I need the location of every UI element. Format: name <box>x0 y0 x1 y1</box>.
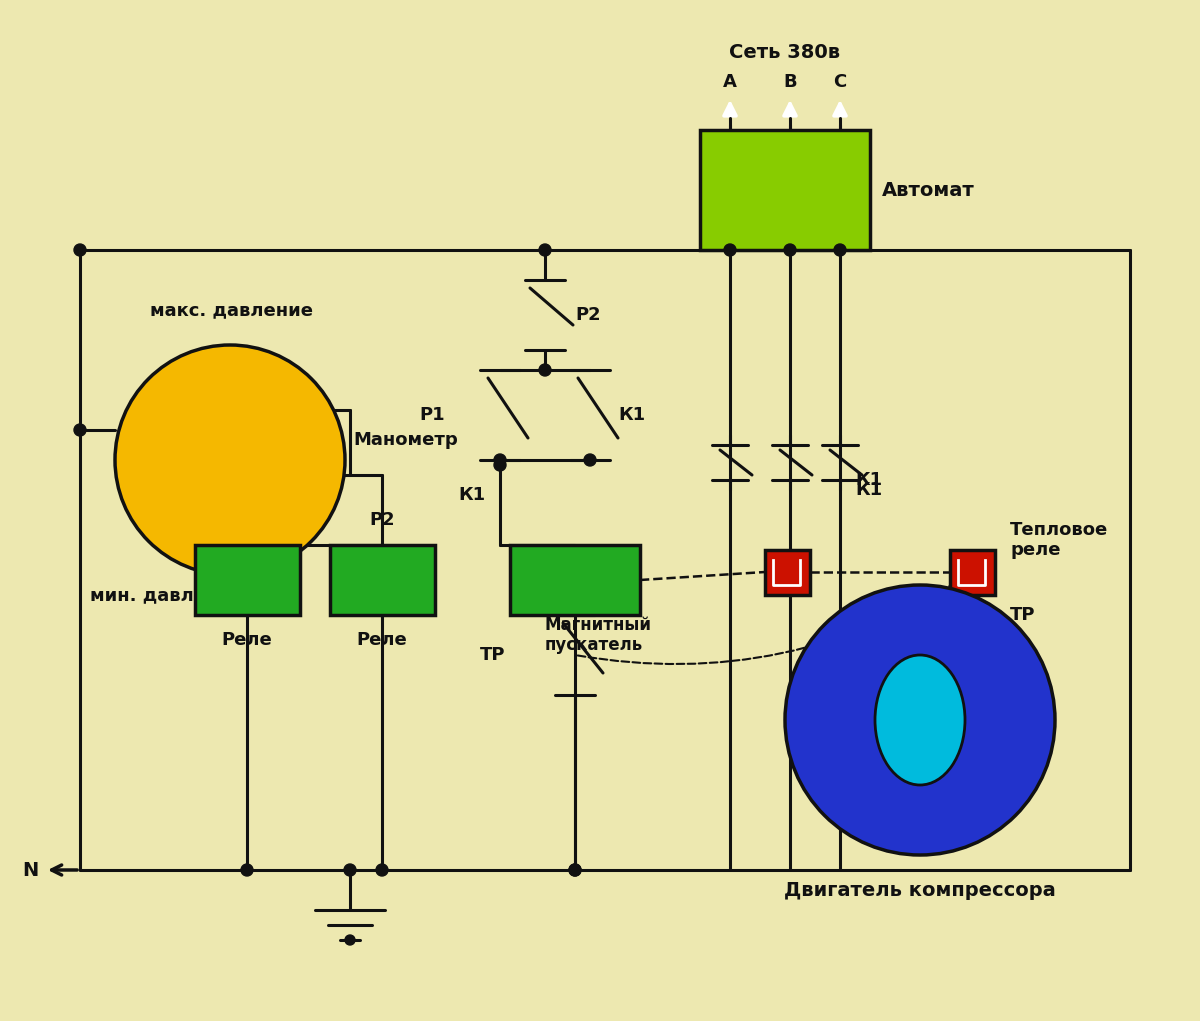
Circle shape <box>785 585 1055 855</box>
Circle shape <box>494 454 506 466</box>
Text: Манометр: Манометр <box>353 431 457 449</box>
Text: Сеть 380в: Сеть 380в <box>730 43 840 61</box>
Text: ТР: ТР <box>1010 606 1036 624</box>
Text: К1: К1 <box>854 481 882 499</box>
Circle shape <box>539 244 551 256</box>
Bar <box>700 130 870 250</box>
Circle shape <box>784 244 796 256</box>
Ellipse shape <box>875 655 965 785</box>
Text: Р2: Р2 <box>575 306 601 324</box>
Text: мин. давление: мин. давление <box>90 586 244 604</box>
Circle shape <box>74 424 86 436</box>
Circle shape <box>346 935 355 945</box>
Text: Реле: Реле <box>222 631 272 649</box>
Text: А: А <box>724 72 737 91</box>
Text: Р1: Р1 <box>350 586 376 604</box>
Text: Р1: Р1 <box>419 406 445 424</box>
Circle shape <box>344 864 356 876</box>
Circle shape <box>241 864 253 876</box>
Circle shape <box>569 864 581 876</box>
Text: Двигатель компрессора: Двигатель компрессора <box>784 880 1056 900</box>
Text: В: В <box>784 72 797 91</box>
Circle shape <box>724 244 736 256</box>
Circle shape <box>834 244 846 256</box>
Text: N: N <box>22 861 38 879</box>
Circle shape <box>539 364 551 376</box>
Text: С: С <box>833 72 847 91</box>
Text: Автомат: Автомат <box>882 181 974 199</box>
Text: ТР: ТР <box>480 646 505 664</box>
Circle shape <box>569 864 581 876</box>
Circle shape <box>376 864 388 876</box>
Bar <box>510 545 640 615</box>
Text: К1: К1 <box>854 471 882 489</box>
Bar <box>766 550 810 595</box>
Text: К1: К1 <box>458 486 485 504</box>
Circle shape <box>115 345 346 575</box>
Text: макс. давление: макс. давление <box>150 301 313 319</box>
Circle shape <box>584 454 596 466</box>
Text: Тепловое
реле: Тепловое реле <box>1010 521 1109 560</box>
Bar <box>330 545 436 615</box>
Bar <box>194 545 300 615</box>
Bar <box>950 550 995 595</box>
Circle shape <box>494 459 506 471</box>
Text: К1: К1 <box>618 406 646 424</box>
Text: Магнитный
пускатель: Магнитный пускатель <box>545 616 652 654</box>
Text: Р1: Р1 <box>234 510 260 529</box>
Text: Реле: Реле <box>356 631 407 649</box>
Text: Р2: Р2 <box>370 510 395 529</box>
Circle shape <box>74 244 86 256</box>
